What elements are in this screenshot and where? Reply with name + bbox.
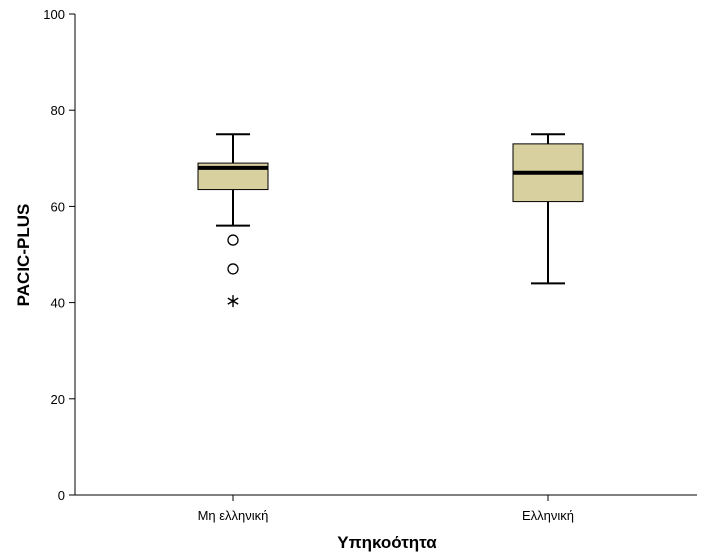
x-tick-label-1: Ελληνική bbox=[522, 508, 574, 523]
y-axis: 0 20 40 60 80 100 bbox=[43, 7, 76, 503]
y-axis-title: PACIC-PLUS bbox=[14, 204, 33, 307]
y-tick-label-2: 40 bbox=[51, 296, 65, 311]
box-group-1 bbox=[512, 133, 584, 285]
x-axis: Μη ελληνική Ελληνική bbox=[75, 494, 697, 523]
outlier-point-0-1 bbox=[227, 263, 239, 275]
boxes bbox=[197, 133, 584, 308]
x-tick-label-0: Μη ελληνική bbox=[198, 508, 269, 523]
y-tick-label-4: 80 bbox=[51, 103, 65, 118]
extreme-point-0-0 bbox=[227, 295, 239, 308]
box-group-0 bbox=[197, 133, 269, 308]
y-tick-label-3: 60 bbox=[51, 199, 65, 214]
x-axis-title: Υπηκοότητα bbox=[337, 533, 437, 552]
y-tick-label-1: 20 bbox=[51, 392, 65, 407]
outlier-point-0-0 bbox=[227, 234, 239, 246]
y-tick-label-5: 100 bbox=[43, 7, 65, 22]
y-tick-label-0: 0 bbox=[58, 488, 65, 503]
